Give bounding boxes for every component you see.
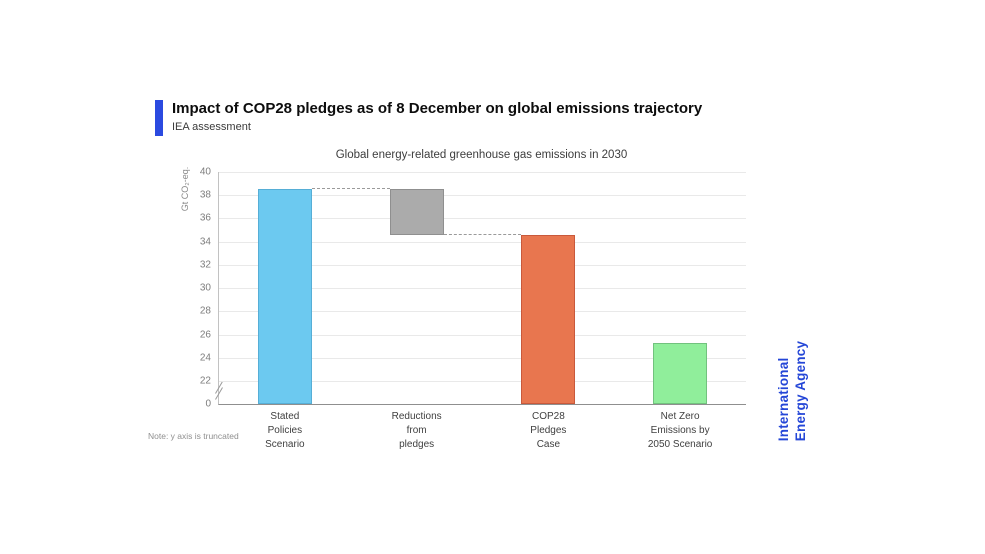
page-subtitle: IEA assessment — [172, 120, 251, 133]
header-text: Impact of COP28 pledges as of 8 December… — [172, 100, 702, 136]
gridline — [219, 357, 746, 359]
y-tick-label: 24 — [199, 352, 211, 364]
chart-note: Note: y axis is truncated — [148, 431, 239, 441]
y-tick-label: 0 — [205, 398, 211, 410]
bar-stated-policies-scenario — [257, 189, 312, 404]
gridline — [219, 334, 746, 336]
y-tick-label: 28 — [199, 305, 211, 317]
y-tick-label: 26 — [199, 329, 211, 341]
y-tick-label: 40 — [199, 166, 211, 178]
x-axis-label: Net Zero Emissions by 2050 Scenario — [647, 411, 713, 450]
accent-bar — [155, 100, 163, 136]
chart-title: Global energy-related greenhouse gas emi… — [335, 149, 628, 161]
iea-wordmark: International Energy Agency — [776, 340, 808, 442]
y-tick-label: 34 — [199, 236, 211, 248]
plot-area: Gt CO₂-eq. 40 38 36 34 32 30 28 26 24 22 0 Stated P… — [180, 167, 746, 450]
gridline — [219, 241, 746, 243]
y-tick-label: 22 — [199, 375, 211, 387]
page-title: Impact of COP28 pledges as of 8 December… — [172, 100, 703, 117]
gridline — [219, 218, 746, 220]
y-tick-label: 32 — [199, 259, 211, 271]
y-tick-label: 36 — [199, 212, 211, 224]
bar-cop28-pledges-case — [521, 234, 576, 404]
bar-net-zero-emissions-by-2050-scenario — [653, 342, 708, 404]
gridline — [219, 264, 746, 266]
bar-reductions-from-pledges — [389, 189, 444, 235]
x-axis-label: Stated Policies Scenario — [265, 411, 305, 450]
gridline — [219, 172, 746, 173]
y-tick-label: 38 — [199, 189, 211, 201]
y-axis-label: Gt CO₂-eq. — [180, 166, 190, 212]
chart-header: Impact of COP28 pledges as of 8 December… — [155, 100, 702, 136]
connector-dashed-line — [311, 188, 390, 190]
connector-dashed-line — [443, 233, 522, 235]
gridline — [219, 288, 746, 290]
gridline — [219, 195, 746, 197]
gridline — [219, 381, 746, 382]
y-tick-label: 30 — [199, 282, 211, 294]
x-axis-label: Reductions from pledges — [391, 411, 442, 450]
x-axis-label: COP28 Pledges Case — [530, 411, 567, 450]
gridline — [219, 311, 746, 313]
